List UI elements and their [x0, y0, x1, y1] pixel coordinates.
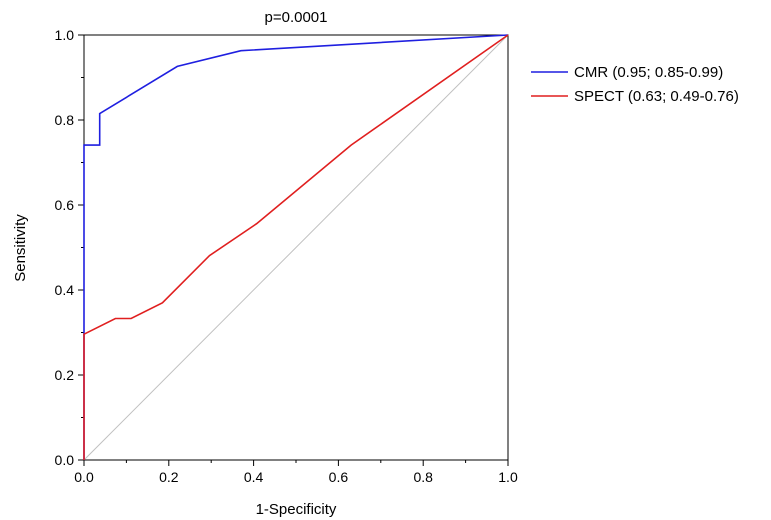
y-tick-label: 0.8 — [55, 112, 75, 128]
x-tick-label: 1.0 — [498, 469, 518, 485]
y-tick-label: 0.0 — [55, 452, 75, 468]
legend-label-spect: SPECT (0.63; 0.49-0.76) — [574, 88, 739, 105]
legend: CMR (0.95; 0.85-0.99) SPECT (0.63; 0.49-0… — [531, 64, 739, 105]
y-tick-label: 0.4 — [55, 282, 75, 298]
plot-area: 0.0 0.2 0.4 0.6 0.8 1.0 0.0 0.2 0.4 0.6 0.8 1.0 — [55, 27, 518, 485]
x-tick-label: 0.2 — [159, 469, 179, 485]
series-line-spect — [83, 34, 509, 460]
y-tick-label: 1.0 — [55, 27, 75, 43]
y-tick-label: 0.6 — [55, 197, 75, 213]
x-tick-label: 0.8 — [413, 469, 433, 485]
x-tick-label: 0.6 — [329, 469, 349, 485]
y-axis-title: Sensitivity — [12, 214, 29, 282]
legend-label-cmr: CMR (0.95; 0.85-0.99) — [574, 64, 723, 81]
reference-diagonal — [83, 34, 509, 461]
series-line-cmr — [83, 34, 509, 460]
y-tick-label: 0.2 — [55, 367, 75, 383]
chart-title: p=0.0001 — [265, 9, 328, 26]
x-axis-title: 1-Specificity — [256, 501, 337, 518]
x-tick-label: 0.4 — [244, 469, 264, 485]
x-tick-label: 0.0 — [74, 469, 94, 485]
